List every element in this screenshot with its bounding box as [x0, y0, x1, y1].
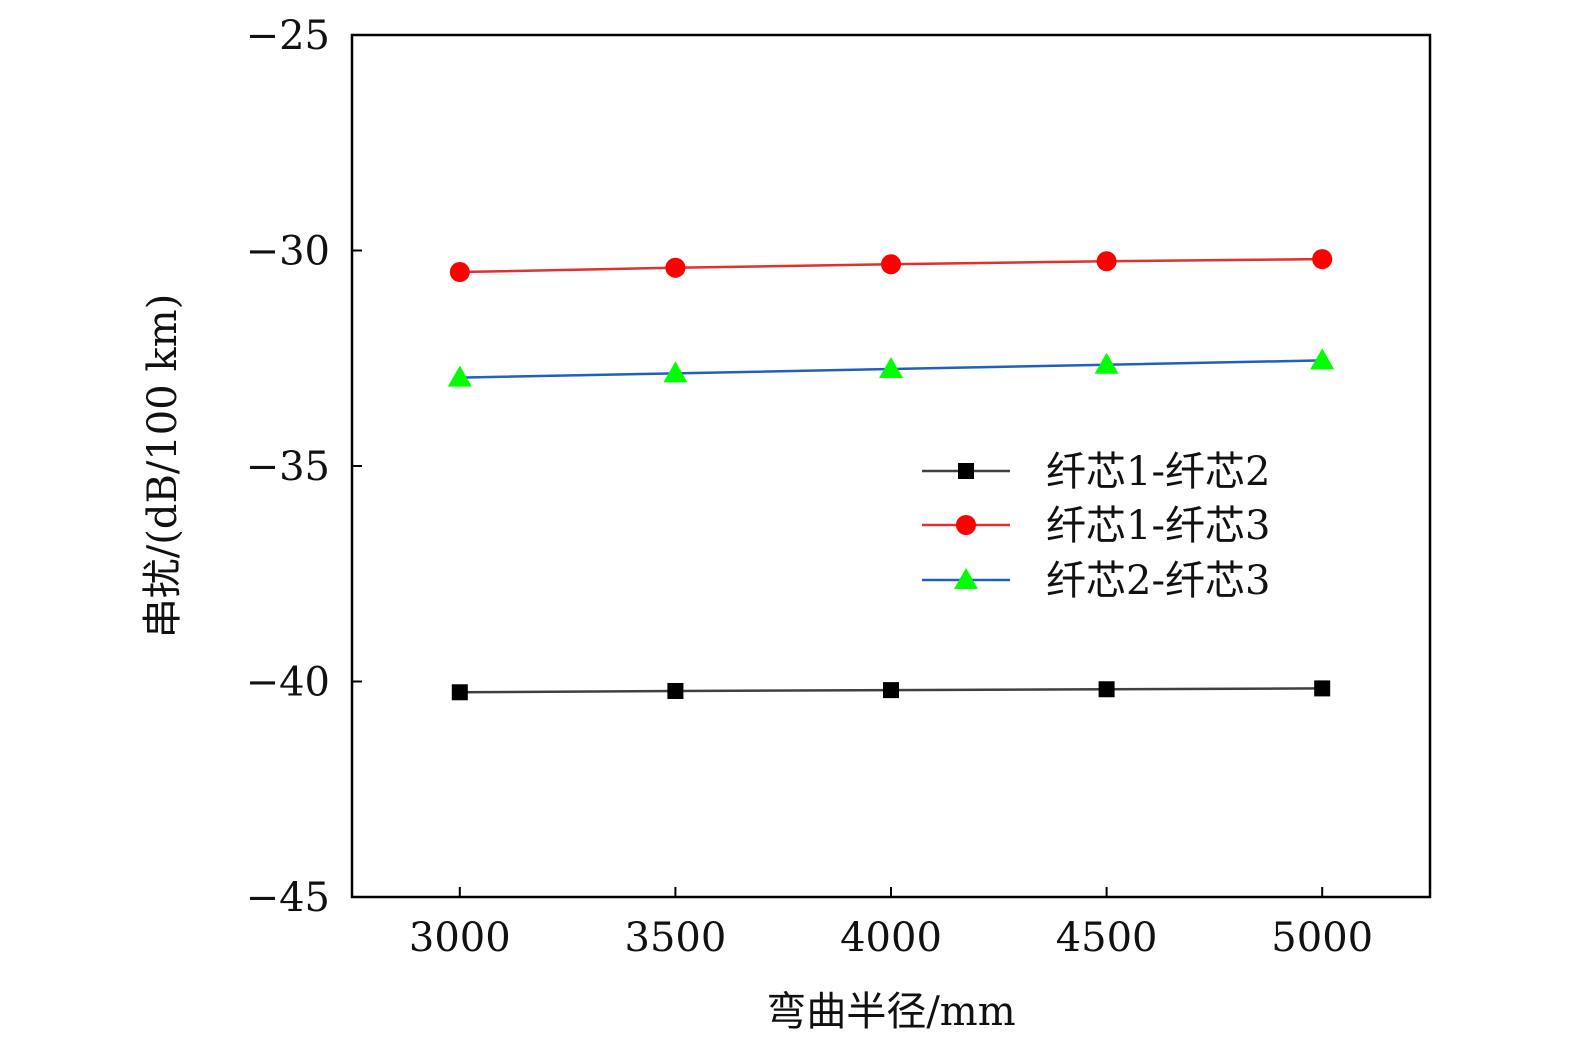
- y-tick-label: −40: [246, 660, 330, 706]
- legend-item: 纤芯1-纤芯3: [922, 503, 1270, 549]
- x-tick-label: 3000: [409, 915, 511, 961]
- data-point: [1094, 352, 1119, 374]
- legend-marker: [954, 568, 978, 589]
- data-point: [665, 257, 686, 278]
- legend-item: 纤芯1-纤芯2: [922, 449, 1270, 495]
- legend-marker: [958, 463, 974, 479]
- data-point: [667, 682, 684, 699]
- data-point: [1314, 680, 1331, 697]
- data-point: [879, 357, 903, 379]
- y-axis-label: 串扰/(dB/100 km): [140, 294, 186, 638]
- series-3: [447, 348, 1335, 387]
- legend-label: 纤芯1-纤芯2: [1046, 449, 1270, 495]
- data-point: [451, 684, 468, 701]
- legend: 纤芯1-纤芯2 纤芯1-纤芯3 纤芯2-纤芯3: [922, 449, 1270, 604]
- x-tick-label: 3500: [625, 915, 727, 961]
- x-tick-label: 5000: [1271, 915, 1373, 961]
- series-2: [449, 249, 1333, 283]
- legend-marker: [956, 515, 976, 535]
- data-point: [447, 365, 472, 387]
- data-point: [881, 254, 901, 275]
- legend-item: 纤芯2-纤芯3: [922, 558, 1270, 604]
- data-point: [1310, 348, 1335, 370]
- x-axis: 3000 3500 4000 4500 5000: [409, 887, 1373, 961]
- y-axis: −45 −40 −35 −30 −25: [246, 13, 362, 921]
- data-point: [1312, 249, 1333, 270]
- data-point: [1098, 681, 1115, 698]
- series-1: [451, 680, 1331, 701]
- series-layer: [447, 249, 1335, 701]
- data-point: [663, 361, 688, 383]
- legend-label: 纤芯2-纤芯3: [1046, 558, 1270, 604]
- legend-label: 纤芯1-纤芯3: [1046, 503, 1270, 549]
- data-point: [449, 262, 470, 283]
- y-tick-label: −35: [246, 444, 330, 490]
- x-axis-label: 弯曲半径/mm: [766, 989, 1015, 1035]
- y-tick-label: −30: [246, 229, 330, 275]
- y-tick-label: −25: [246, 13, 330, 59]
- x-tick-label: 4000: [840, 915, 942, 961]
- data-point: [883, 682, 899, 699]
- x-tick-label: 4500: [1056, 915, 1158, 961]
- y-tick-label: −45: [246, 875, 330, 921]
- data-point: [1096, 251, 1117, 272]
